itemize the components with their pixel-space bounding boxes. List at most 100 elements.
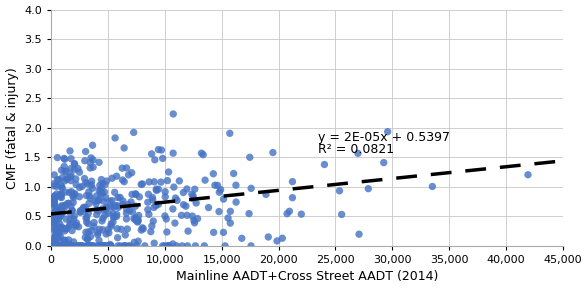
Point [216, 187, 225, 192]
Point [168, 242, 178, 246]
Point [353, 151, 363, 156]
Point [98, 181, 107, 186]
Point [98, 207, 107, 211]
Point [245, 211, 254, 216]
Point [229, 171, 238, 176]
Point [83, 237, 92, 242]
Point [113, 195, 122, 200]
Point [49, 244, 59, 248]
Point [49, 198, 59, 203]
Point [62, 244, 72, 248]
Point [49, 216, 59, 221]
Point [124, 244, 133, 248]
Point [50, 244, 59, 248]
Point [103, 227, 113, 232]
Point [62, 169, 71, 174]
Point [246, 244, 256, 248]
Point [69, 167, 79, 172]
Point [57, 184, 66, 189]
Text: y = 2E-05x + 0.5397: y = 2E-05x + 0.5397 [318, 131, 450, 144]
Point [129, 240, 139, 244]
Point [245, 155, 255, 160]
Point [112, 212, 122, 217]
Point [86, 234, 95, 239]
Point [96, 192, 106, 197]
Point [49, 194, 59, 199]
Point [108, 220, 118, 224]
Point [128, 192, 137, 197]
Point [110, 190, 119, 195]
Point [109, 205, 118, 210]
Point [113, 205, 123, 210]
Point [59, 244, 68, 248]
Point [86, 183, 96, 187]
Point [95, 227, 104, 231]
Point [99, 244, 109, 248]
X-axis label: Mainline AADT+Cross Street AADT (2014): Mainline AADT+Cross Street AADT (2014) [176, 271, 438, 284]
Point [106, 222, 116, 226]
Point [69, 200, 78, 205]
Point [119, 146, 129, 150]
Point [177, 213, 186, 218]
Point [172, 244, 181, 248]
Point [226, 209, 235, 214]
Point [183, 229, 193, 234]
Point [225, 131, 235, 136]
Point [67, 189, 76, 194]
Point [122, 216, 131, 221]
Point [288, 195, 297, 200]
Point [53, 208, 62, 213]
Point [132, 244, 142, 248]
Point [82, 244, 91, 248]
Point [56, 225, 66, 230]
Point [102, 244, 111, 248]
Point [122, 166, 131, 170]
Point [74, 166, 83, 171]
Point [49, 244, 59, 248]
Point [62, 226, 72, 231]
Point [61, 227, 71, 231]
Point [86, 155, 96, 160]
Point [59, 244, 68, 248]
Point [138, 225, 147, 230]
Point [55, 212, 65, 217]
Point [113, 236, 122, 240]
Point [246, 186, 256, 191]
Point [71, 223, 81, 227]
Point [131, 216, 141, 220]
Point [49, 239, 59, 243]
Point [54, 214, 64, 219]
Point [49, 243, 59, 248]
Point [129, 216, 139, 221]
Point [204, 205, 213, 210]
Point [49, 214, 59, 219]
Point [110, 203, 119, 208]
Text: R² = 0.0821: R² = 0.0821 [318, 143, 395, 156]
Point [56, 205, 66, 210]
Point [139, 227, 148, 231]
Point [65, 190, 74, 195]
Point [60, 179, 69, 183]
Point [143, 192, 153, 197]
Point [54, 244, 63, 248]
Point [146, 229, 155, 234]
Point [68, 208, 77, 213]
Point [66, 156, 76, 161]
Point [53, 155, 62, 160]
Point [98, 227, 108, 232]
Point [219, 197, 228, 201]
Point [53, 177, 62, 182]
Point [87, 179, 96, 184]
Point [73, 244, 82, 248]
Point [68, 193, 78, 198]
Point [49, 197, 59, 201]
Point [168, 151, 178, 155]
Point [69, 217, 78, 222]
Point [135, 194, 144, 199]
Point [151, 203, 161, 208]
Point [125, 208, 135, 213]
Point [86, 196, 95, 201]
Point [92, 194, 101, 198]
Point [79, 205, 88, 210]
Point [115, 195, 125, 200]
